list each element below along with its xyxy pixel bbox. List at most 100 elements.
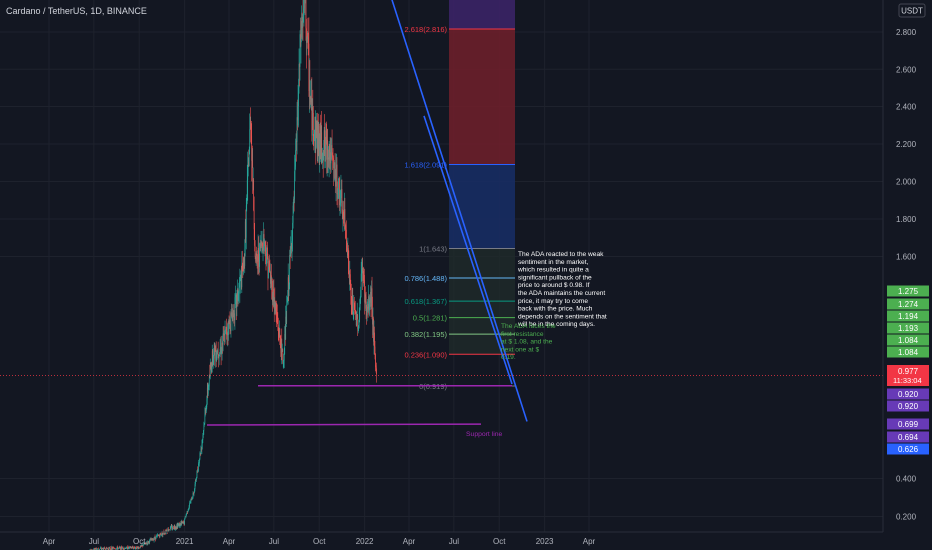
candle-body — [197, 470, 198, 472]
candle-body — [243, 259, 245, 261]
candle-body — [137, 546, 139, 548]
candle-body — [209, 375, 211, 377]
inner-trendline — [423, 115, 513, 385]
candle-body — [326, 135, 327, 160]
candle-body — [322, 153, 324, 159]
currency-button-frame[interactable] — [898, 3, 926, 18]
candle-body — [223, 333, 224, 336]
candle-body — [172, 526, 174, 529]
candle-body — [214, 344, 216, 359]
candle-body — [320, 132, 322, 151]
candle-body — [143, 543, 145, 545]
price-axis-ticks: 0.200 0.400 1.600 1.800 2.000 2.200 2.400 2.600… — [896, 28, 917, 522]
candle-body — [151, 538, 153, 540]
candle-body — [322, 153, 324, 156]
candle-body — [317, 129, 319, 151]
candle-body — [312, 107, 314, 113]
candle-body — [116, 546, 118, 549]
candle-body — [110, 549, 111, 550]
candle-body — [153, 538, 155, 541]
price-tick-label: 1.600 — [896, 253, 917, 262]
candle-body — [228, 320, 229, 335]
candle-body — [217, 350, 219, 355]
candle-body — [120, 547, 121, 550]
candle-body — [332, 156, 334, 159]
candle-body — [272, 281, 273, 302]
candle-body — [117, 548, 119, 550]
candle-body — [283, 360, 285, 362]
candle-body — [138, 547, 140, 549]
candle-body — [111, 547, 112, 550]
candle-body — [276, 314, 278, 322]
candle-body — [150, 538, 152, 541]
candle-body — [373, 332, 375, 342]
candle-body — [294, 171, 295, 200]
candle-body — [253, 210, 255, 230]
candle-body — [290, 242, 292, 247]
candle-body — [239, 276, 241, 282]
price-badge-label: 0.694 — [898, 433, 919, 442]
candle-body — [207, 387, 209, 394]
candle-body — [160, 534, 162, 536]
candle-body — [230, 328, 231, 332]
candle-body — [177, 525, 179, 528]
candles — [89, 0, 377, 550]
candle-body — [151, 538, 152, 540]
candle-body — [339, 203, 341, 206]
candle-body — [233, 310, 234, 313]
candle-body — [354, 306, 356, 310]
candle-body — [237, 289, 238, 296]
candle-body — [155, 538, 156, 540]
candle-body — [127, 548, 129, 550]
candle-body — [372, 318, 374, 325]
fib-level-label: 0.236(1.090) — [404, 350, 447, 359]
candle-body — [343, 215, 345, 220]
candle-body — [104, 547, 106, 549]
candle-body — [94, 547, 95, 550]
candle-body — [284, 333, 286, 355]
candle-body — [289, 255, 291, 285]
candle-body — [345, 226, 347, 230]
candle-body — [120, 546, 122, 550]
candle-body — [279, 328, 281, 338]
candle-body — [335, 169, 337, 187]
candle-body — [318, 130, 320, 147]
candle-body — [224, 329, 226, 343]
candle-body — [337, 193, 339, 199]
candle-body — [274, 299, 275, 307]
candle-body — [107, 548, 109, 550]
price-badge — [887, 443, 929, 455]
candle-body — [371, 288, 372, 307]
candle-body — [374, 346, 376, 355]
candle-body — [227, 331, 228, 336]
candle-body — [329, 152, 331, 161]
candle-body — [189, 503, 191, 504]
candle-body — [254, 229, 255, 246]
candle-body — [375, 354, 376, 367]
candle-body — [318, 130, 320, 161]
candle-body — [106, 548, 108, 550]
currency-button[interactable]: USDT — [898, 3, 926, 18]
candle-body — [140, 545, 142, 547]
candle-body — [102, 548, 104, 549]
currency-button-label[interactable]: USDT — [901, 7, 923, 16]
candle-body — [333, 158, 334, 169]
candle-body — [241, 263, 243, 271]
candle-body — [248, 161, 250, 167]
candle-body — [326, 140, 328, 160]
candle-body — [268, 261, 270, 270]
candle-body — [239, 287, 240, 288]
candle-body — [266, 247, 268, 260]
candle-body — [354, 309, 356, 312]
candle-body — [184, 516, 186, 519]
candle-body — [339, 178, 340, 206]
time-tick-label: Oct — [493, 537, 506, 546]
candle-body — [141, 545, 143, 546]
candle-body — [102, 548, 104, 550]
candle-body — [255, 256, 256, 262]
candle-body — [229, 319, 230, 324]
candle-body — [315, 120, 317, 148]
candle-body — [119, 547, 120, 548]
candle-body — [366, 308, 367, 316]
